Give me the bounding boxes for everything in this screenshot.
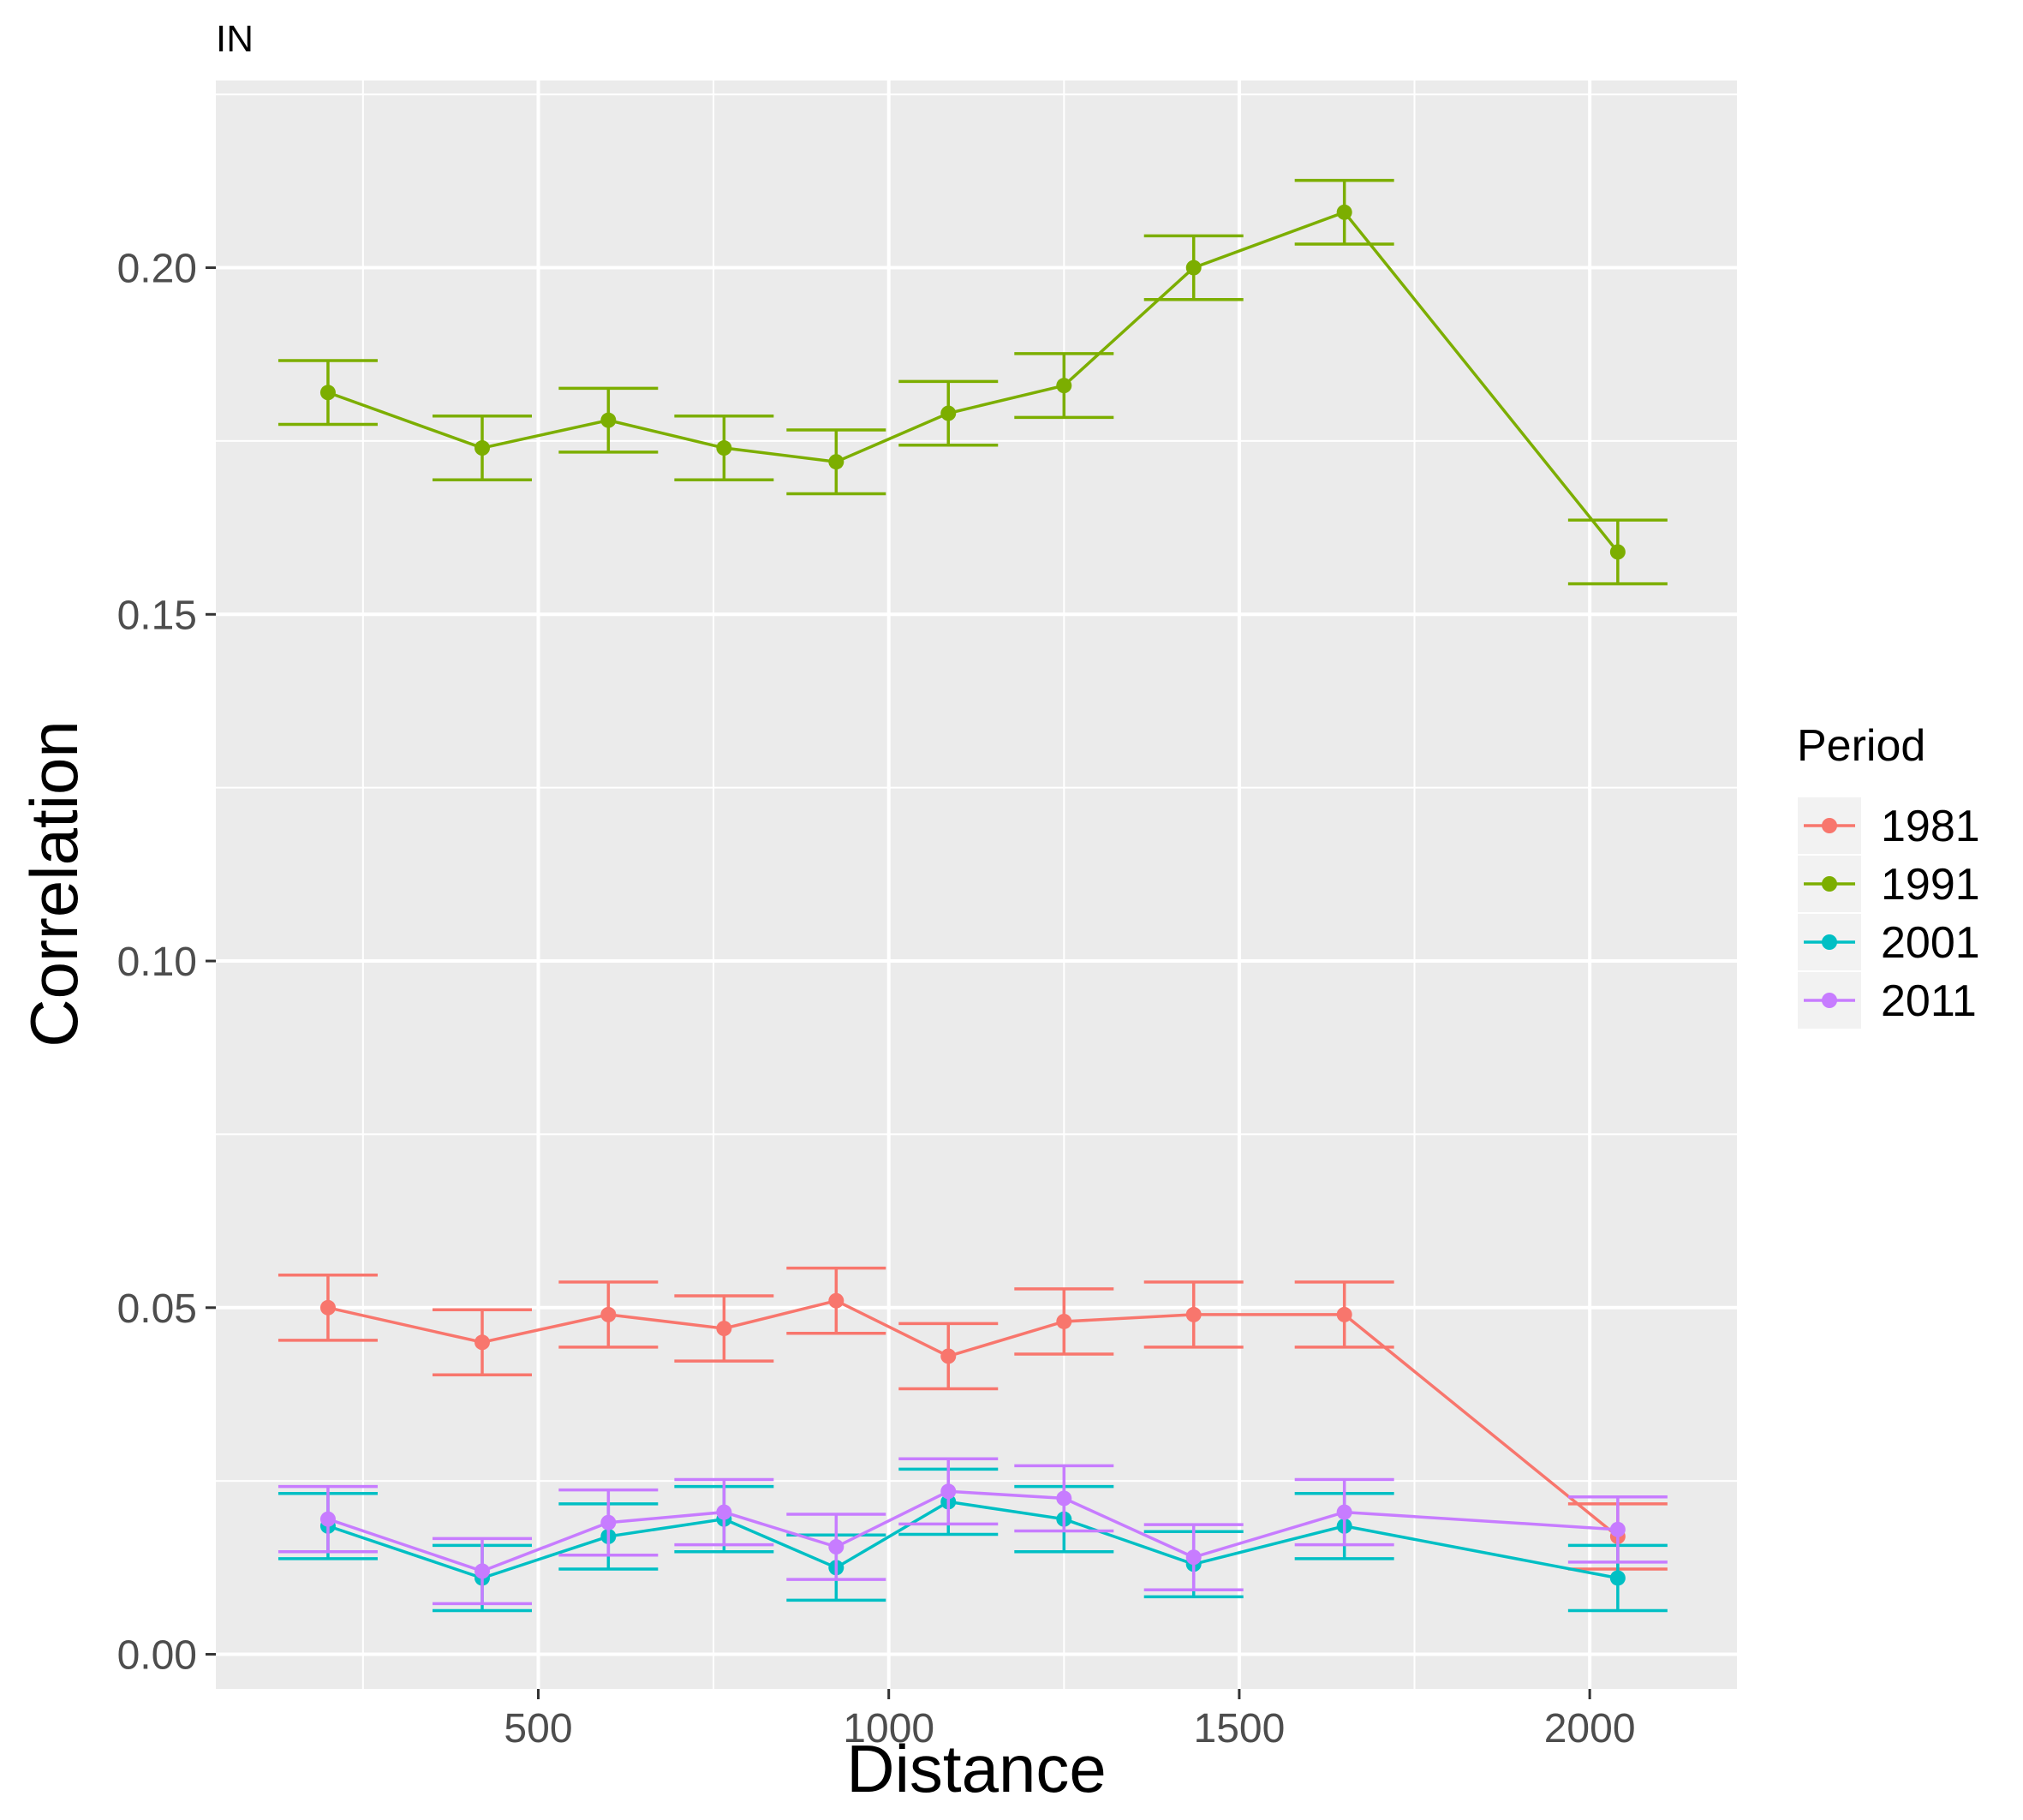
data-point [474,1334,491,1351]
data-point [1056,378,1072,394]
legend: Period 1981 1991 2001 2011 [1796,721,1980,1030]
data-point [474,1563,491,1579]
data-point [1185,1306,1202,1322]
data-point [474,440,491,456]
data-point [1336,1504,1352,1520]
data-point [828,1539,844,1555]
legend-label-2001: 2001 [1881,918,1980,968]
data-point [1336,1306,1352,1322]
plot-panel [216,81,1737,1689]
data-point [1336,204,1352,220]
series-layer [277,178,1668,1613]
data-point [716,440,732,456]
legend-title: Period [1797,721,1925,771]
data-point [319,385,336,401]
legend-key-point [1822,876,1837,892]
chart-title: IN [216,18,254,60]
data-point [716,1504,732,1520]
y-tick-label: 0.20 [117,247,197,292]
data-point [1056,1313,1072,1329]
y-tick-label: 0.00 [117,1633,197,1679]
legend-label-2011: 2011 [1881,976,1977,1026]
data-point [1185,260,1202,276]
x-tick-label: 1500 [1194,1706,1286,1751]
data-point [319,1299,336,1316]
x-tick-label: 1000 [843,1706,934,1751]
data-point [1056,1490,1072,1507]
data-point [828,1292,844,1309]
x-tick-label: 2000 [1544,1706,1636,1751]
y-axis: 0.00 0.05 0.10 0.15 0.20 [117,247,216,1679]
series-line [327,1489,1618,1573]
series-2011 [277,1457,1668,1606]
data-point [1185,1549,1202,1566]
data-point [940,405,957,421]
y-axis-title: Correlation [16,720,92,1047]
data-point [319,1511,336,1527]
series-line [327,210,1620,553]
y-tick-label: 0.10 [117,940,197,985]
series-line [327,1298,1619,1538]
data-point [600,1514,617,1531]
legend-key-point [1822,993,1837,1008]
data-point [600,1306,617,1322]
major-gridlines [216,81,1737,1689]
data-point [600,412,617,428]
data-point [1609,544,1626,560]
x-tick-label: 500 [504,1706,572,1751]
data-point [1609,1521,1626,1537]
series-line [327,1500,1619,1580]
legend-label-1981: 1981 [1881,802,1980,851]
series-1991 [277,178,1668,586]
x-axis: 500 1000 1500 2000 [504,1689,1636,1751]
legend-key-point [1822,818,1837,833]
legend-key-point [1822,934,1837,950]
legend-label-1991: 1991 [1881,860,1980,910]
data-point [940,1483,957,1500]
minor-gridlines [216,81,1737,1689]
y-tick-label: 0.05 [117,1286,197,1332]
data-point [940,1348,957,1364]
data-point [828,454,844,470]
y-tick-label: 0.15 [117,593,197,638]
data-point [716,1321,732,1337]
data-point [1609,1570,1626,1586]
x-axis-title: Distance [846,1731,1106,1806]
